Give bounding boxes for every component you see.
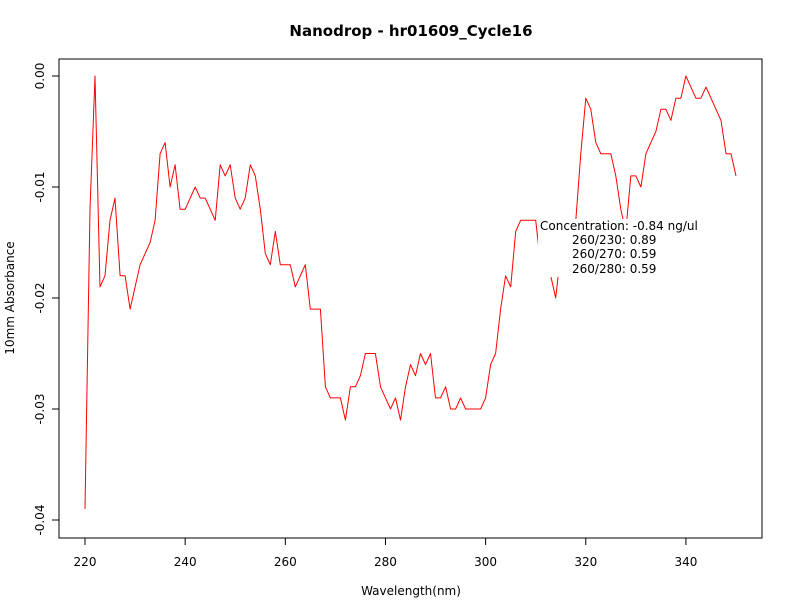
annotation-260-280: 260/280: 0.59	[572, 262, 656, 276]
annotation-260-270: 260/270: 0.59	[572, 247, 656, 261]
x-tick-label: 240	[174, 555, 197, 569]
x-tick-label: 300	[474, 555, 497, 569]
annotation-background	[538, 219, 682, 277]
x-tick-label: 320	[574, 555, 597, 569]
x-axis: 220 240 260 280 300 320 340	[74, 537, 697, 569]
y-axis-label: 10mm Absorbance	[3, 241, 17, 354]
x-tick-label: 280	[374, 555, 397, 569]
series-group	[84, 75, 737, 509]
y-tick-label: -0.02	[33, 282, 47, 313]
y-tick-label: -0.03	[33, 393, 47, 424]
annotation-concentration: Concentration: -0.84 ng/ul	[540, 219, 698, 233]
y-tick-label: -0.01	[33, 171, 47, 202]
x-tick-label: 220	[74, 555, 97, 569]
x-axis-label: Wavelength(nm)	[361, 584, 461, 598]
absorbance-line	[84, 75, 737, 509]
annotation-260-230: 260/230: 0.89	[572, 233, 656, 247]
chart-title: Nanodrop - hr01609_Cycle16	[289, 22, 532, 40]
y-axis: 0.00 -0.01 -0.02 -0.03 -0.04	[33, 63, 60, 536]
x-tick-label: 340	[674, 555, 697, 569]
stats-annotation: Concentration: -0.84 ng/ul 260/230: 0.89…	[538, 219, 698, 277]
y-tick-label: 0.00	[33, 63, 47, 90]
y-tick-label: -0.04	[33, 504, 47, 535]
x-tick-label: 260	[274, 555, 297, 569]
